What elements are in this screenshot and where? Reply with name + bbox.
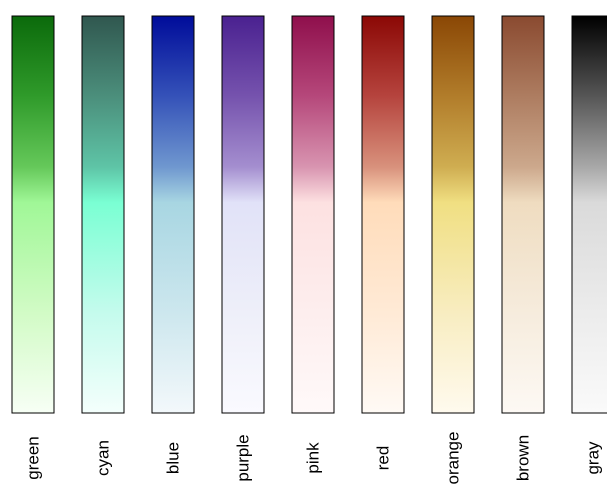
swatch-orange [431,15,475,414]
swatch-red [361,15,405,414]
swatch-label-orange: orange [444,432,463,485]
swatch-label-pink: pink [304,442,323,474]
swatch-pink [291,15,335,414]
swatch-label-gray: gray [584,441,603,475]
swatch-gray [571,15,607,414]
swatch-green [11,15,55,414]
swatch-label-brown: brown [514,435,533,481]
swatch-label-green: green [24,436,43,479]
swatch-label-purple: purple [234,434,253,481]
swatch-cyan [81,15,125,414]
swatch-blue [151,15,195,414]
swatch-purple [221,15,265,414]
swatch-label-red: red [374,446,393,471]
label-group: green cyan blue purple pink red orange brown gra… [24,432,603,485]
swatch-label-blue: blue [164,442,183,474]
swatch-brown [501,15,545,414]
swatch-group [11,15,607,414]
swatch-label-cyan: cyan [94,440,113,476]
